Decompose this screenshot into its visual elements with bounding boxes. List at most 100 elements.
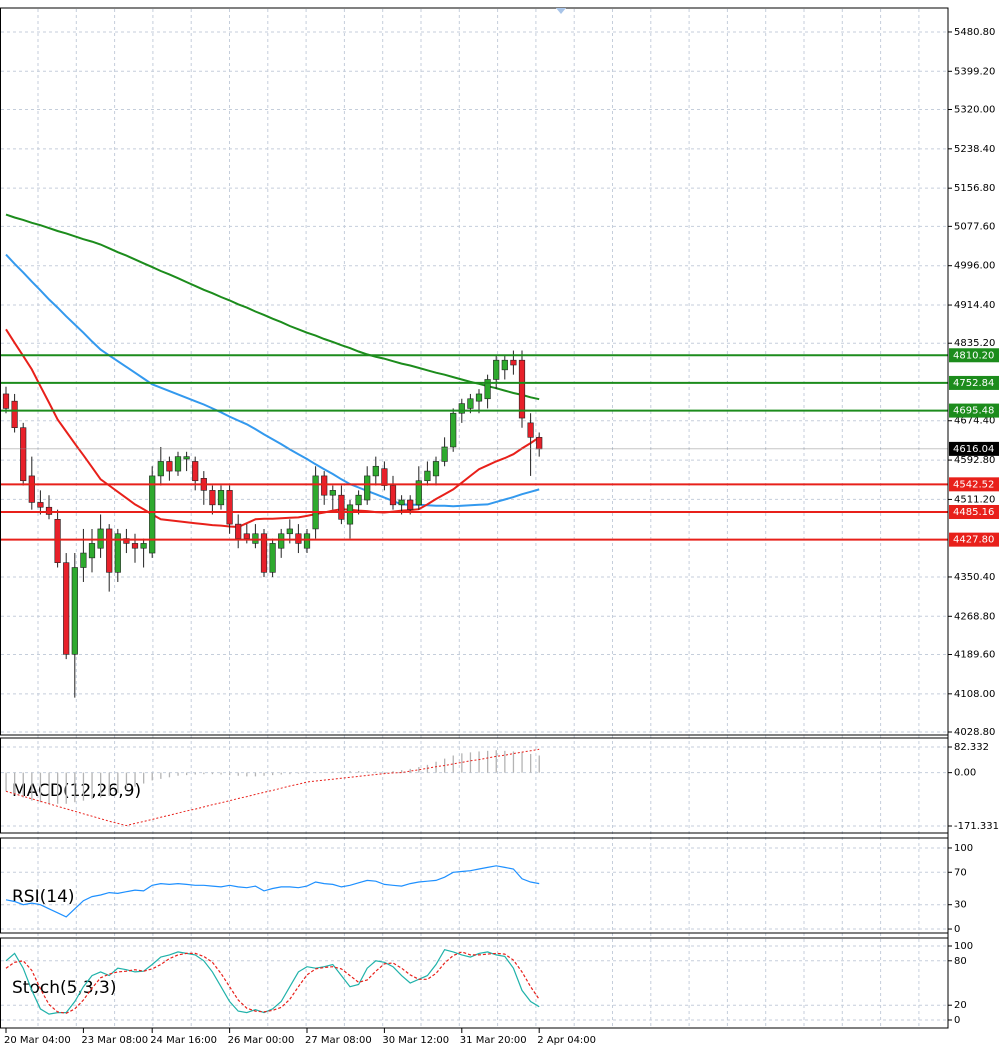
macd-bar — [392, 771, 394, 773]
level-tag — [949, 477, 999, 492]
candle-body — [312, 475, 319, 530]
x-tick-label: 24 Mar 16:00 — [150, 1035, 217, 1046]
candle-body — [37, 502, 44, 508]
candle-body — [80, 552, 87, 568]
y-tick-label: 100 — [954, 843, 973, 854]
macd-bar — [177, 772, 179, 776]
macd-bar — [349, 771, 351, 773]
candle-body — [518, 359, 526, 419]
level-tag — [949, 504, 999, 519]
candle-body — [209, 490, 216, 506]
macd-bar — [134, 772, 136, 787]
candle-body — [235, 523, 242, 539]
candle-body — [389, 485, 397, 506]
macd-bar — [401, 770, 403, 773]
macd-bar — [512, 751, 515, 773]
candle-body — [88, 543, 96, 559]
macd-bar — [366, 771, 368, 773]
last-price-label: 4616.04 — [953, 444, 994, 455]
candle-body — [364, 475, 371, 501]
y-tick-label: 4028.80 — [954, 727, 995, 738]
candle-body — [71, 567, 78, 655]
macd-bar — [461, 753, 463, 773]
level-tag — [949, 532, 999, 547]
candle-body — [381, 468, 388, 486]
moving-average — [5, 253, 540, 508]
vertical-grid — [37, 9, 920, 1027]
candle-body — [166, 461, 173, 472]
macd-bar — [504, 750, 506, 773]
candle-body — [226, 490, 233, 525]
macd-bar — [272, 772, 274, 776]
rsi-line — [5, 865, 540, 918]
macd-bar — [409, 768, 411, 773]
candle-body — [432, 461, 440, 477]
y-tick-label: 4674.40 — [954, 416, 995, 427]
candle-body — [114, 533, 121, 573]
macd-bar — [48, 772, 50, 804]
x-tick-label: 26 Mar 00:00 — [228, 1035, 295, 1046]
y-tick-label: 5077.60 — [954, 221, 995, 232]
y-tick-label: 5399.20 — [954, 66, 995, 77]
candle-body — [424, 470, 431, 482]
panel-label: RSI(14) — [12, 887, 75, 907]
macd-bar — [39, 772, 42, 803]
level-label: 4542.52 — [953, 479, 994, 490]
macd-bar — [495, 750, 497, 773]
macd-bar — [125, 772, 128, 790]
candle-body — [355, 494, 362, 506]
macd-bar — [478, 751, 480, 773]
candle-body — [54, 518, 61, 563]
shift-marker — [556, 8, 566, 14]
macd-bar — [280, 772, 282, 775]
macd-bar — [418, 767, 420, 773]
macd-bar — [22, 772, 24, 798]
candle-body — [97, 528, 104, 549]
candle-body — [484, 379, 491, 400]
macd-bar — [323, 772, 325, 773]
y-tick-label: 70 — [954, 867, 967, 878]
main-panel-border — [0, 7, 949, 736]
candle-body — [501, 359, 508, 371]
level-label: 4485.16 — [953, 507, 994, 518]
candle-body — [278, 533, 285, 549]
candle-body — [295, 533, 302, 544]
last-price-tag — [949, 441, 999, 456]
macd-bar — [452, 755, 454, 773]
candle-body — [106, 528, 113, 573]
y-tick-label: 80 — [954, 956, 967, 967]
macd-bar — [487, 750, 489, 773]
macd-bar — [229, 772, 231, 776]
level-label: 4427.80 — [953, 535, 994, 546]
candle-body — [398, 499, 405, 506]
macd-bar — [186, 772, 188, 776]
candle-body — [183, 456, 190, 460]
macd-bar — [306, 772, 308, 774]
candle-body — [63, 562, 70, 655]
candle-body — [415, 480, 422, 506]
macd-bar — [74, 772, 76, 803]
macd-bar — [220, 772, 222, 775]
macd-bar — [254, 772, 257, 777]
y-tick-label: 4996.00 — [954, 261, 995, 272]
candle-body — [252, 533, 259, 544]
candle-body — [192, 461, 199, 482]
macd-bar — [5, 772, 7, 792]
macd-bar — [340, 771, 343, 773]
macd-bar — [469, 752, 472, 773]
candle-body — [321, 475, 328, 496]
candle-body — [140, 543, 147, 549]
candle-body — [20, 427, 27, 482]
macd-bar — [358, 771, 360, 773]
candle-body — [131, 543, 139, 549]
y-tick-label: 4511.20 — [954, 494, 995, 505]
candle-body — [527, 422, 534, 438]
macd-bar — [57, 772, 59, 804]
y-tick-label: 0 — [954, 1015, 960, 1026]
y-tick-label: 5320.00 — [954, 104, 995, 115]
level-label: 4810.20 — [953, 350, 994, 361]
y-tick-label: -171.331 — [954, 821, 999, 832]
macd-bar — [315, 772, 317, 774]
macd-bar — [289, 772, 291, 775]
